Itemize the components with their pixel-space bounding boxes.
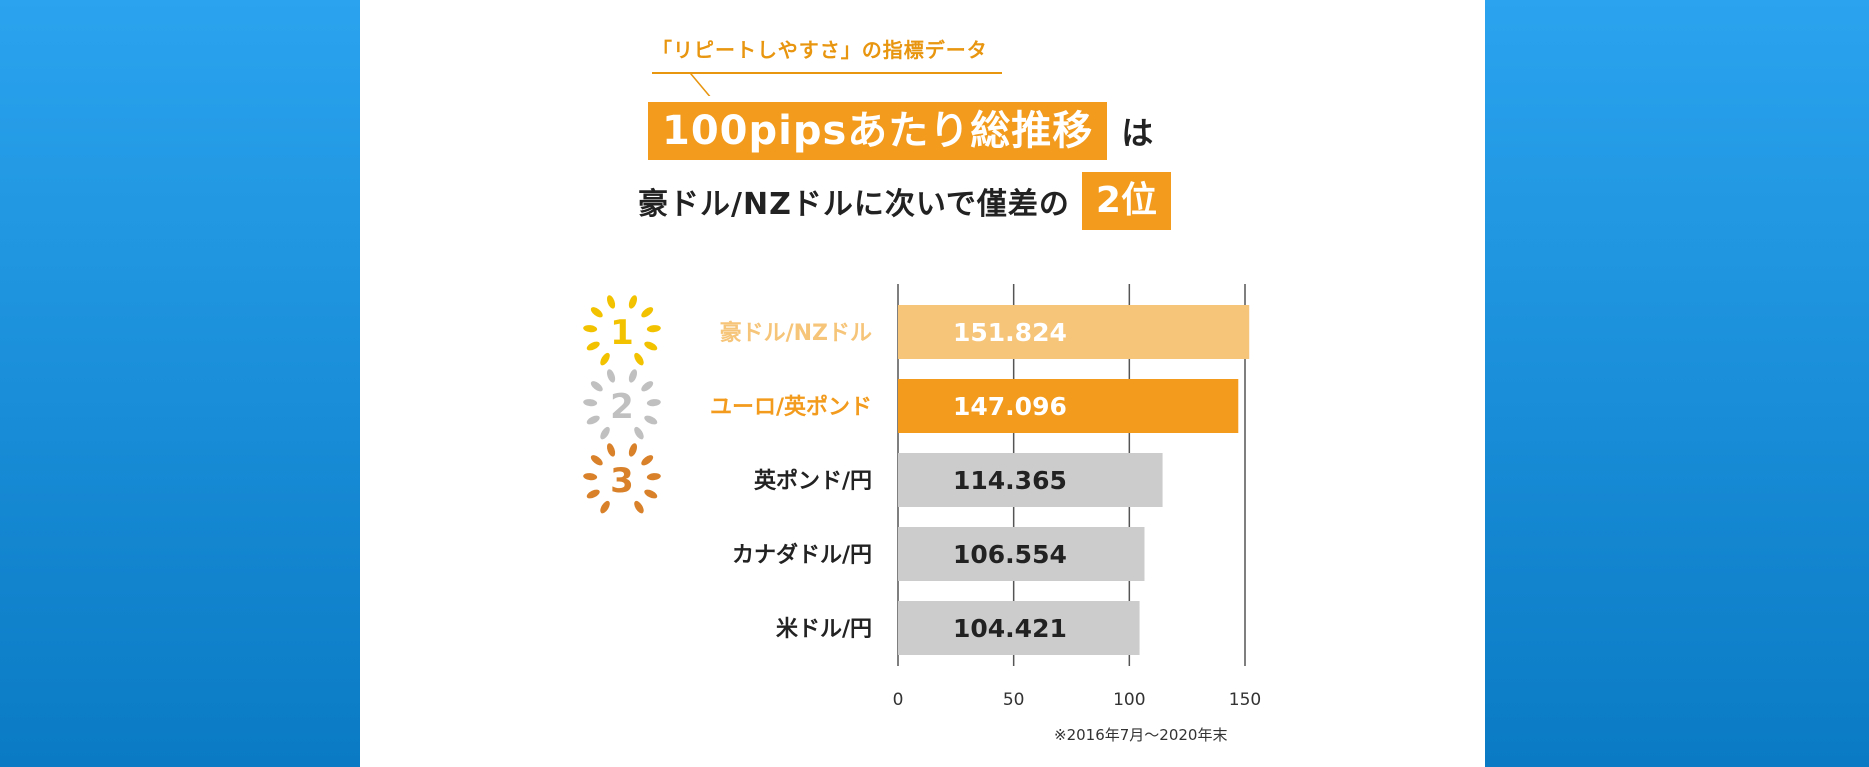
laurel-leaf-icon (646, 399, 661, 407)
subheadline: 豪ドル/NZドルに次いで僅差の 2位 (638, 172, 1171, 230)
laurel-leaf-icon (641, 381, 654, 392)
kicker-text: 「リピートしやすさ」の指標データ (652, 38, 988, 62)
rank-number: 1 (610, 313, 634, 353)
category-label: 英ポンド/円 (754, 468, 872, 494)
laurel-leaf-icon (641, 455, 654, 466)
rank-highlight: 2位 (1081, 172, 1171, 230)
rank-number: 3 (610, 461, 634, 501)
bar (898, 527, 1145, 581)
x-tick-label: 150 (1229, 690, 1261, 710)
headline: 100pipsあたり総推移 は (648, 102, 1153, 160)
bar (898, 305, 1250, 359)
laurel-leaf-icon (628, 295, 638, 309)
headline-tail: は (1121, 114, 1154, 152)
laurel-leaf-icon (641, 307, 654, 318)
subheadline-text: 豪ドル/NZドルに次いで僅差の (638, 187, 1070, 222)
laurel-leaf-icon (606, 443, 616, 457)
x-tick-label: 50 (1003, 690, 1025, 710)
bar (898, 379, 1239, 433)
bar-value-label: 147.096 (953, 392, 1067, 421)
bar-value-label: 114.365 (953, 466, 1067, 495)
laurel-leaf-icon (628, 443, 638, 457)
x-tick-label: 0 (893, 690, 904, 710)
laurel-leaf-icon (606, 369, 616, 383)
laurel-leaf-icon (583, 325, 598, 333)
laurel-leaf-icon (634, 500, 644, 514)
bar-value-label: 106.554 (953, 540, 1067, 569)
headline-highlight: 100pipsあたり総推移 (648, 102, 1108, 160)
laurel-leaf-icon (634, 352, 644, 366)
bar-value-label: 151.824 (953, 318, 1067, 347)
right-background (1485, 0, 1869, 767)
laurel-leaf-icon (644, 489, 658, 499)
footnote: ※2016年7月～2020年末 (1054, 726, 1228, 744)
laurel-leaf-icon (583, 399, 598, 407)
laurel-leaf-icon (600, 426, 610, 440)
laurel-leaf-icon (646, 473, 661, 481)
laurel-leaf-icon (600, 500, 610, 514)
laurel-leaf-icon (634, 426, 644, 440)
category-label: 米ドル/円 (776, 617, 872, 642)
laurel-leaf-icon (644, 341, 658, 351)
bar-value-label: 104.421 (953, 614, 1067, 643)
kicker-underline (652, 72, 1002, 74)
rank-number: 2 (610, 387, 634, 427)
laurel-leaf-icon (583, 473, 598, 481)
laurel-leaf-icon (600, 352, 610, 366)
category-label: 豪ドル/NZドル (720, 320, 872, 346)
bar (898, 453, 1163, 507)
left-background (0, 0, 360, 767)
laurel-leaf-icon (644, 415, 658, 425)
laurel-leaf-icon (586, 341, 600, 351)
laurel-leaf-icon (606, 295, 616, 309)
category-label: カナダドル/円 (732, 542, 872, 568)
bar (898, 601, 1140, 655)
laurel-leaf-icon (590, 455, 603, 466)
category-label: ユーロ/英ポンド (710, 394, 872, 420)
laurel-leaf-icon (586, 489, 600, 499)
laurel-leaf-icon (586, 415, 600, 425)
x-tick-label: 100 (1113, 690, 1145, 710)
laurel-leaf-icon (628, 369, 638, 383)
laurel-leaf-icon (590, 307, 603, 318)
laurel-leaf-icon (590, 381, 603, 392)
laurel-leaf-icon (646, 325, 661, 333)
